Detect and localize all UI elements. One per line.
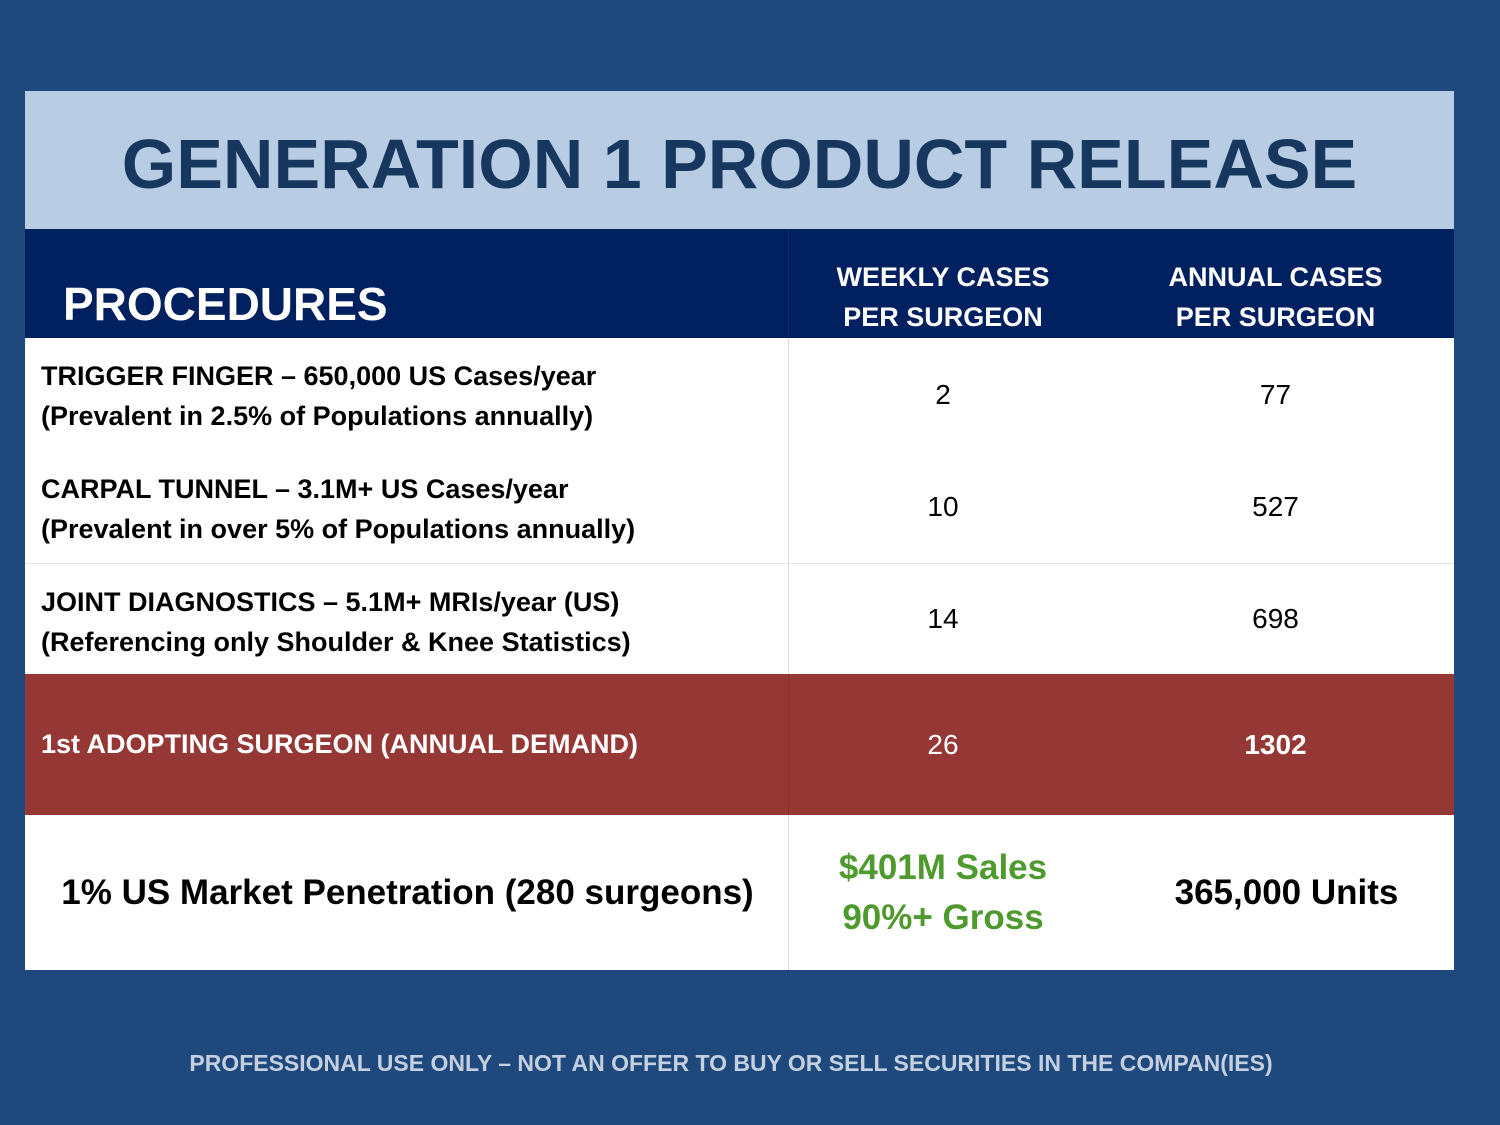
title-band: GENERATION 1 PRODUCT RELEASE xyxy=(25,91,1454,229)
table-row: JOINT DIAGNOSTICS – 5.1M+ MRIs/year (US)… xyxy=(25,564,1454,674)
market-sales-value: $401M Sales xyxy=(838,847,1048,887)
header-annual-line1: ANNUAL CASES xyxy=(1168,262,1383,292)
annual-cases-value: 698 xyxy=(1252,603,1299,634)
market-label: 1% US Market Penetration (280 surgeons) xyxy=(61,872,754,912)
header-weekly-line2: PER SURGEON xyxy=(843,302,1043,332)
header-weekly-cases: WEEKLY CASES PER SURGEON xyxy=(788,229,1097,338)
disclaimer-footer: PROFESSIONAL USE ONLY – NOT AN OFFER TO … xyxy=(189,1050,1273,1076)
table-row: TRIGGER FINGER – 650,000 US Cases/year (… xyxy=(25,338,1454,451)
procedure-note: (Prevalent in 2.5% of Populations annual… xyxy=(41,401,594,431)
annual-cases-value: 77 xyxy=(1259,378,1292,410)
header-weekly-line1: WEEKLY CASES xyxy=(836,262,1050,292)
procedure-note: (Referencing only Shoulder & Knee Statis… xyxy=(41,627,631,657)
header-procedures: PROCEDURES xyxy=(63,278,388,330)
product-release-table: GENERATION 1 PRODUCT RELEASE PROCEDURES … xyxy=(25,91,1454,970)
procedure-name: JOINT DIAGNOSTICS – 5.1M+ MRIs/year (US) xyxy=(41,587,620,617)
demand-annual-value: 1302 xyxy=(1244,728,1307,760)
market-sales: $401M Sales 90%+ Gross xyxy=(788,815,1097,970)
market-row: 1% US Market Penetration (280 surgeons) … xyxy=(25,815,1454,970)
demand-row: 1st ADOPTING SURGEON (ANNUAL DEMAND) 26 … xyxy=(25,674,1454,815)
procedure-name: TRIGGER FINGER – 650,000 US Cases/year xyxy=(41,361,597,391)
header-annual-line2: PER SURGEON xyxy=(1175,302,1376,332)
procedure-cell: TRIGGER FINGER – 650,000 US Cases/year (… xyxy=(25,338,788,451)
market-gross-margin: 90%+ Gross xyxy=(842,897,1044,937)
weekly-cases-value: 10 xyxy=(788,451,1097,563)
weekly-cases-value: 14 xyxy=(788,564,1097,674)
procedure-note: (Prevalent in over 5% of Populations ann… xyxy=(41,514,636,544)
procedure-name: CARPAL TUNNEL – 3.1M+ US Cases/year xyxy=(41,474,569,504)
page-title: GENERATION 1 PRODUCT RELEASE xyxy=(121,125,1358,203)
weekly-cases-value: 2 xyxy=(788,338,1097,451)
header-annual-cases: ANNUAL CASES PER SURGEON xyxy=(1097,229,1454,338)
market-units: 365,000 Units xyxy=(1174,872,1399,912)
annual-cases-value: 527 xyxy=(1252,491,1299,522)
table-header: PROCEDURES WEEKLY CASES PER SURGEON ANNU… xyxy=(25,229,1454,338)
procedure-cell: CARPAL TUNNEL – 3.1M+ US Cases/year (Pre… xyxy=(25,451,788,563)
procedure-cell: JOINT DIAGNOSTICS – 5.1M+ MRIs/year (US)… xyxy=(25,564,788,674)
table-row: CARPAL TUNNEL – 3.1M+ US Cases/year (Pre… xyxy=(25,451,1454,564)
demand-weekly-value: 26 xyxy=(788,674,1097,815)
demand-label: 1st ADOPTING SURGEON (ANNUAL DEMAND) xyxy=(41,729,639,759)
